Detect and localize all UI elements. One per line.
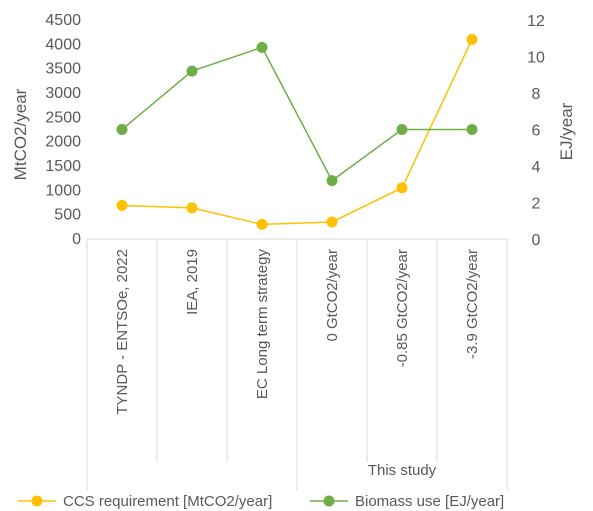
y-tick-label: 0 bbox=[72, 231, 81, 248]
y2-axis-title: EJ/year bbox=[557, 102, 576, 160]
series-point bbox=[466, 124, 478, 135]
y2-tick-label: 2 bbox=[532, 196, 541, 213]
series-layer bbox=[116, 33, 478, 230]
y-tick-label: 2000 bbox=[45, 134, 81, 151]
series-line bbox=[121, 39, 473, 226]
series-point bbox=[326, 216, 338, 228]
axes: 0 500 1000 1500 2000 2500 3000 3500 4000 4500 0 2 4 6… bbox=[11, 12, 576, 490]
series-point bbox=[396, 182, 408, 194]
series-point bbox=[116, 199, 128, 211]
series-point bbox=[396, 124, 408, 135]
y-tick-label: 3500 bbox=[45, 61, 81, 78]
y-tick-label: 2500 bbox=[45, 109, 81, 126]
series-point bbox=[326, 175, 338, 187]
x-tick-label: 0 GtCO2/year bbox=[324, 249, 341, 342]
y-tick-label: 500 bbox=[54, 207, 81, 224]
y-tick-label: 4000 bbox=[45, 36, 81, 53]
series-point bbox=[256, 218, 268, 230]
y2-tick-label: 12 bbox=[527, 13, 545, 30]
x-tick-label: -0.85 GtCO2/year bbox=[394, 249, 411, 367]
x-tick-label: -3.9 GtCO2/year bbox=[464, 249, 481, 359]
legend-marker bbox=[323, 495, 335, 507]
series-point bbox=[186, 65, 198, 77]
x-tick-label: IEA, 2019 bbox=[184, 249, 201, 315]
y-tick-label: 4500 bbox=[45, 12, 81, 29]
x-tick-label: TYNDP - ENTSOe, 2022 bbox=[114, 249, 131, 415]
legend-label: CCS requirement [MtCO2/year] bbox=[63, 493, 272, 510]
y-tick-label: 1500 bbox=[45, 158, 81, 175]
y2-tick-label: 6 bbox=[532, 123, 541, 140]
category-group-label: This study bbox=[368, 462, 437, 479]
y-axis-title: MtCO2/year bbox=[11, 88, 30, 180]
series-point bbox=[466, 33, 478, 45]
y2-tick-label: 10 bbox=[527, 50, 545, 67]
y-tick-label: 1000 bbox=[45, 182, 81, 199]
x-tick-label: EC Long term strategy bbox=[254, 249, 271, 400]
y-tick-label: 3000 bbox=[45, 85, 81, 102]
legend: CCS requirement [MtCO2/year] Biomass use … bbox=[18, 493, 504, 510]
legend-label: Biomass use [EJ/year] bbox=[355, 493, 504, 510]
y2-tick-label: 8 bbox=[532, 86, 541, 103]
series-line bbox=[121, 46, 472, 182]
series-point bbox=[186, 202, 198, 214]
series-point bbox=[256, 41, 268, 53]
series-point bbox=[116, 124, 128, 135]
y2-tick-label: 4 bbox=[532, 159, 541, 176]
y2-tick-label: 0 bbox=[532, 232, 541, 249]
legend-marker bbox=[31, 495, 43, 507]
